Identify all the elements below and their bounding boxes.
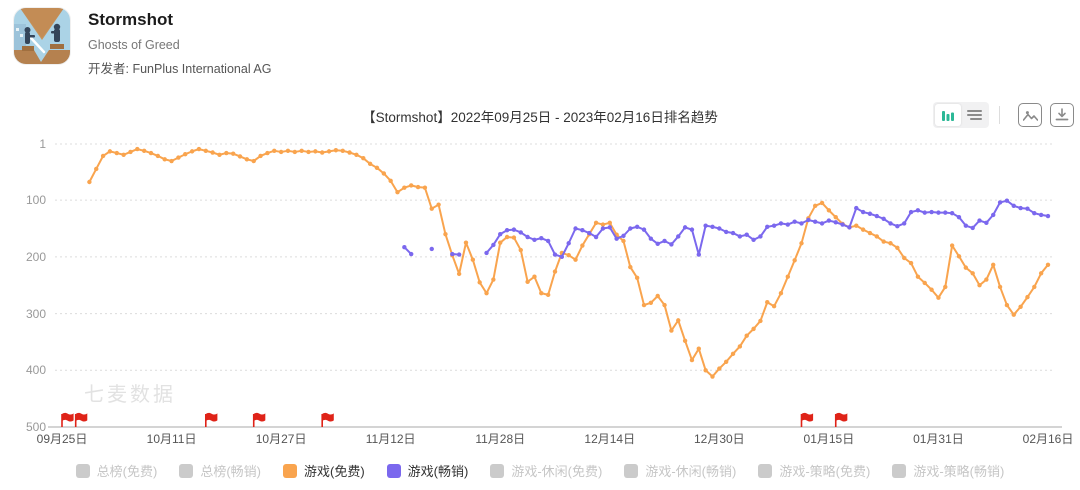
legend-item-游戏-策略(免费)[interactable]: 游戏-策略(免费): [758, 461, 870, 480]
data-point[interactable]: [429, 246, 434, 252]
app-icon: [14, 8, 70, 64]
app-header: Stormshot Ghosts of Greed 开发者: FunPlus I…: [0, 0, 1080, 80]
chart-title: 【Stormshot】2022年09月25日 - 2023年02月16日排名趋势: [362, 110, 718, 125]
x-tick-label: 11月12日: [365, 432, 416, 446]
legend-label: 游戏(免费): [304, 464, 365, 479]
chart-view-button[interactable]: [935, 104, 961, 126]
legend-label: 总榜(畅销): [200, 464, 261, 479]
x-tick-label: 10月27日: [255, 432, 307, 446]
y-tick-label: 300: [25, 306, 46, 321]
table-view-button[interactable]: [961, 104, 987, 126]
toolbar-divider: [999, 106, 1000, 124]
app-title: Stormshot: [88, 10, 173, 29]
watermark: 七麦数据: [84, 384, 176, 406]
legend-item-游戏-策略(畅销)[interactable]: 游戏-策略(畅销): [892, 461, 1004, 480]
legend-item-游戏(畅销)[interactable]: 游戏(畅销): [386, 461, 469, 480]
image-icon: [1022, 110, 1038, 121]
series-line-游戏(免费)[interactable]: [88, 148, 1049, 378]
event-flag-icon[interactable]: [61, 412, 74, 427]
y-tick-label: 200: [25, 249, 46, 264]
legend-swatch: [386, 463, 401, 478]
x-tick-label: 01月15日: [803, 432, 855, 446]
legend-item-游戏(免费)[interactable]: 游戏(免费): [283, 461, 365, 480]
stormshot-pirate-game-icon: [14, 8, 70, 64]
event-flag-icon[interactable]: [74, 412, 88, 427]
legend-label: 游戏-休闲(免费): [511, 464, 603, 479]
legend-label: 游戏-策略(免费): [779, 464, 871, 479]
x-tick-label: 12月14日: [584, 432, 636, 446]
series-line-游戏(畅销)[interactable]: [451, 253, 461, 256]
event-flag-icon[interactable]: [204, 412, 218, 427]
legend-label: 游戏(畅销): [407, 464, 469, 479]
view-toggle: [933, 102, 989, 128]
y-tick-label: 1: [39, 137, 46, 151]
series-line-游戏(畅销)[interactable]: [403, 246, 413, 256]
x-tick-label: 12月30日: [693, 432, 745, 446]
x-tick-label: 01月31日: [913, 432, 964, 446]
bar-chart-icon: [942, 111, 954, 121]
y-tick-label: 100: [25, 193, 46, 208]
x-tick-label: 09月25日: [36, 432, 88, 446]
event-flag-icon[interactable]: [321, 412, 334, 427]
legend-swatch: [892, 463, 907, 478]
series-line-游戏(畅销)[interactable]: [485, 199, 1049, 258]
chart-toolbar: [933, 101, 1074, 129]
event-flag-icon[interactable]: [800, 412, 814, 427]
legend-item-总榜(畅销)[interactable]: 总榜(畅销): [179, 461, 261, 480]
app-subtitle: Ghosts of Greed: [88, 38, 180, 52]
export-image-button[interactable]: [1018, 103, 1042, 127]
x-tick-label: 02月16日: [1022, 432, 1074, 446]
legend-swatch: [283, 463, 297, 478]
x-tick-label: 10月11日: [146, 432, 197, 446]
legend-label: 游戏-休闲(畅销): [645, 464, 737, 479]
legend-swatch: [75, 463, 90, 478]
legend-swatch: [490, 463, 505, 478]
legend-item-游戏-休闲(免费)[interactable]: 游戏-休闲(免费): [490, 461, 602, 480]
legend-label: 总榜(免费): [96, 464, 158, 479]
download-icon: [1055, 108, 1069, 121]
legend-label: 游戏-策略(畅销): [913, 464, 1005, 479]
legend-swatch: [624, 463, 639, 478]
download-button[interactable]: [1050, 103, 1074, 127]
legend-swatch: [179, 463, 194, 478]
legend-item-游戏-休闲(畅销)[interactable]: 游戏-休闲(畅销): [624, 461, 736, 480]
legend-item-总榜(免费)[interactable]: 总榜(免费): [75, 461, 158, 480]
developer-label: 开发者:: [88, 62, 129, 76]
list-icon: [966, 110, 982, 120]
y-tick-label: 400: [25, 363, 46, 378]
app-developer: 开发者: FunPlus International AG: [88, 58, 271, 77]
developer-name: FunPlus International AG: [132, 62, 272, 76]
chart-legend: 总榜(免费) 总榜(畅销) 游戏(免费) 游戏(畅销) 游戏-休闲(免费) 游戏-休闲(畅…: [0, 461, 1080, 480]
x-tick-label: 11月28日: [475, 432, 526, 446]
event-flag-icon[interactable]: [252, 412, 266, 427]
event-flag-icon[interactable]: [834, 412, 848, 427]
legend-swatch: [758, 463, 773, 478]
y-tick-label: 500: [25, 420, 46, 434]
